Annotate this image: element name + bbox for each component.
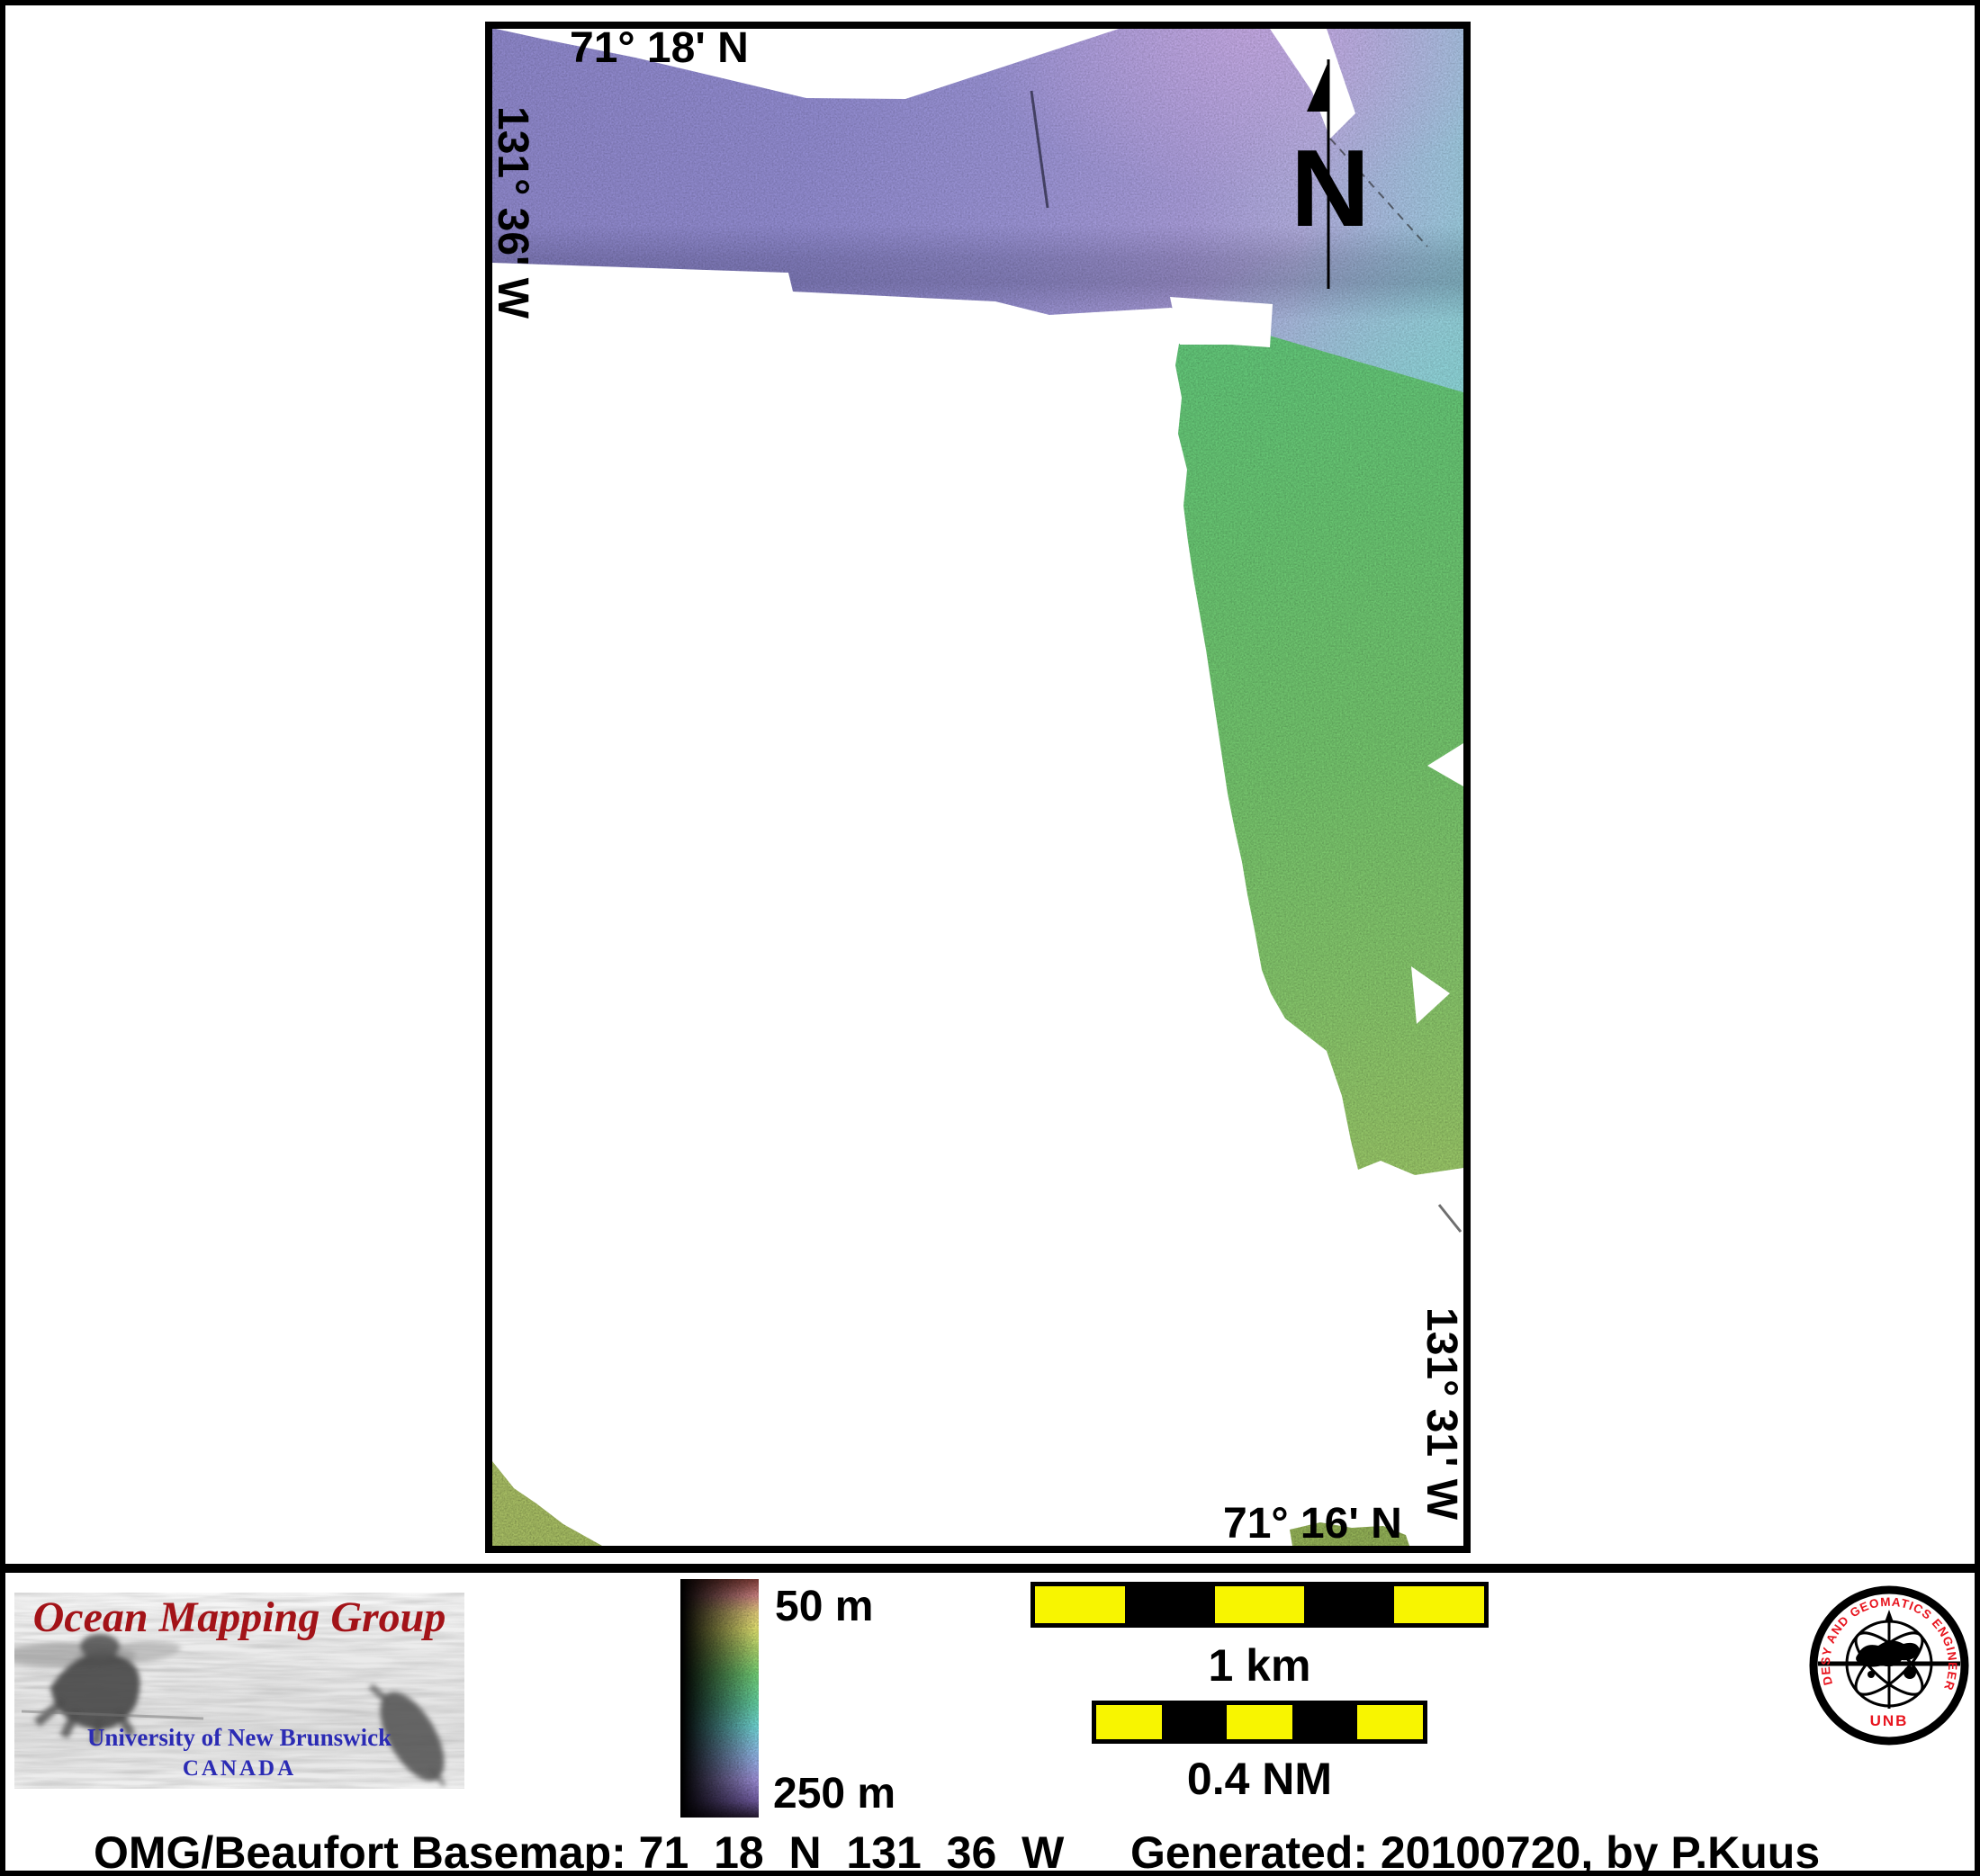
scalebar-segment (1304, 1586, 1395, 1623)
depth-color-scale (680, 1579, 759, 1818)
gap-notch-north-arrow (1270, 29, 1355, 139)
seal-unb-text: UNB (1870, 1712, 1909, 1729)
unb-geodesy-seal: GEODESY AND GEOMATICS ENGINEERING UNB (1808, 1584, 1969, 1746)
scalebar-segment (1394, 1586, 1484, 1623)
seabed-crack-line (1437, 1204, 1462, 1233)
north-arrow-label: N (1290, 127, 1371, 249)
gap-notch-mid (1170, 297, 1273, 347)
latitude-label-bottom: 71° 16' N (1223, 1500, 1402, 1547)
scalebar-segment (1357, 1705, 1423, 1739)
longitude-label-left: 131° 36' W (492, 106, 536, 319)
caption-generated: Generated: 20100720, by P.Kuus (1130, 1827, 1821, 1876)
map-frame: N 71° 18' N 131° 36' W 131° 31' W 71° 16… (485, 22, 1471, 1553)
globe-icon (1818, 1610, 1960, 1709)
depth-scale-max-label: 250 m (773, 1770, 896, 1818)
panel-divider (5, 1564, 1975, 1573)
bathymetry-map: N 71° 18' N 131° 36' W 131° 31' W 71° 16… (492, 29, 1463, 1546)
caption-basemap: OMG/Beaufort Basemap: 71_18_N_131_36_W (94, 1827, 1065, 1876)
depth-scale-min-label: 50 m (775, 1583, 874, 1630)
scalebar-segment (1161, 1705, 1228, 1739)
scalebar-segment (1214, 1586, 1305, 1623)
scalebar-km (1030, 1582, 1489, 1628)
scalebar-segment (1227, 1705, 1292, 1739)
gap-notch-lower-right (1411, 966, 1450, 1024)
seabed-crack-line (1329, 138, 1428, 247)
omg-logo-country: CANADA (182, 1756, 297, 1781)
north-arrow-icon (1307, 59, 1330, 289)
gap-wedge-top-left (496, 29, 1119, 99)
sonar-bird-silhouette (14, 1634, 181, 1745)
scale-noise (680, 1579, 759, 1818)
gap-notch-right-border (1427, 743, 1463, 786)
seabed-crack-line (1030, 90, 1049, 209)
scalebar-nm (1092, 1701, 1427, 1744)
omg-logo-artwork (14, 1593, 464, 1789)
scalebar-km-label: 1 km (1208, 1640, 1311, 1691)
omg-logo-university: University of New Brunswick (86, 1724, 392, 1751)
sonar-fish-silhouette (368, 1683, 446, 1787)
scalebar-segment (1124, 1586, 1215, 1623)
omg-logo-title: Ocean Mapping Group (32, 1593, 446, 1641)
sonar-cable-line (21, 1710, 204, 1720)
longitude-label-right: 131° 31' W (1418, 1307, 1463, 1521)
data-gaps-overlay (496, 29, 1463, 1233)
scalebar-segment (1096, 1705, 1162, 1739)
scalebar-segment (1292, 1705, 1358, 1739)
latitude-label-top: 71° 18' N (570, 29, 749, 72)
scalebar-nm-label: 0.4 NM (1186, 1754, 1333, 1804)
scalebar-segment (1035, 1586, 1125, 1623)
omg-logo: Ocean Mapping Group University of New Br… (14, 1593, 464, 1789)
